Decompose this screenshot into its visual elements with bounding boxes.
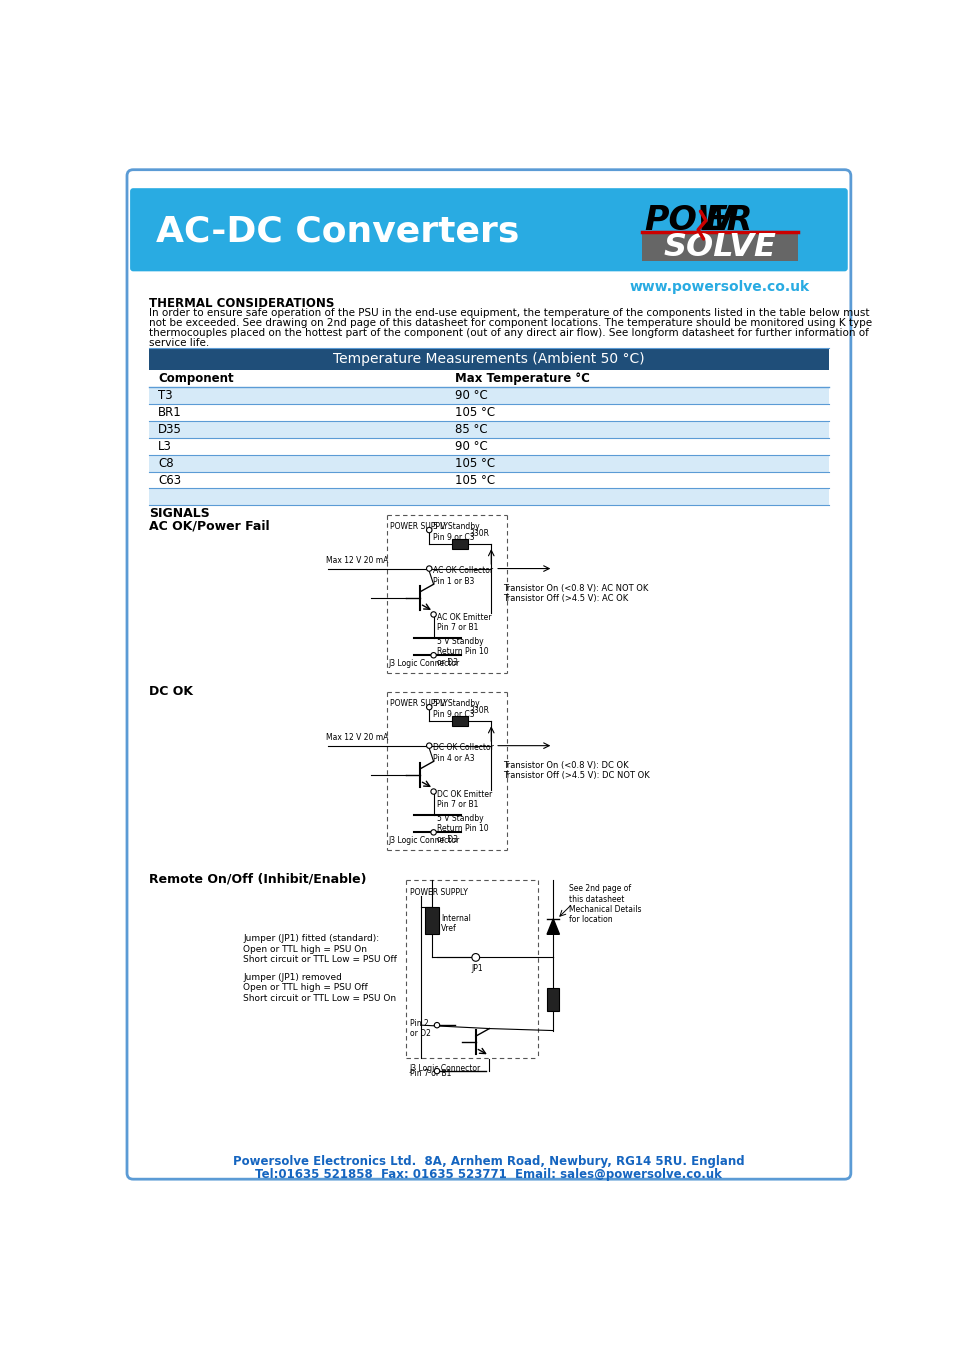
Text: 85 °C: 85 °C [455, 423, 487, 436]
Bar [149, 455, 828, 471]
Text: Jumper (JP1) fitted (standard):
Open or TTL high = PSU On
Short circuit or TTL L: Jumper (JP1) fitted (standard): Open or … [243, 934, 396, 964]
Text: POW: POW [644, 204, 734, 238]
Circle shape [434, 1068, 439, 1073]
Text: DC OK Collector
Pin 4 or A3: DC OK Collector Pin 4 or A3 [433, 744, 494, 763]
Circle shape [431, 612, 436, 617]
Text: 330R: 330R [469, 706, 489, 716]
Bar [149, 404, 828, 421]
Text: service life.: service life. [149, 338, 209, 347]
Circle shape [426, 528, 432, 533]
Text: POWER SUPPLY: POWER SUPPLY [390, 699, 447, 707]
Text: BR1: BR1 [158, 406, 182, 418]
Text: Pin 2
or D2: Pin 2 or D2 [410, 1019, 431, 1038]
Text: Remote On/Off (Inhibit/Enable): Remote On/Off (Inhibit/Enable) [149, 872, 366, 886]
Text: Pin 7 or B1: Pin 7 or B1 [410, 1069, 451, 1077]
Text: ER: ER [703, 204, 752, 238]
Text: thermocouples placed on the hottest part of the component (out of any direct air: thermocouples placed on the hottest part… [149, 328, 867, 338]
Text: D35: D35 [158, 423, 182, 436]
Text: C8: C8 [158, 456, 173, 470]
Text: Internal
Vref: Internal Vref [440, 914, 470, 933]
Bar [149, 348, 828, 370]
Text: 90 °C: 90 °C [455, 440, 487, 452]
Text: THERMAL CONSIDERATIONS: THERMAL CONSIDERATIONS [149, 297, 334, 309]
Circle shape [472, 953, 479, 961]
Circle shape [426, 566, 432, 571]
Bar [641, 235, 798, 261]
Text: In order to ensure safe operation of the PSU in the end-use equipment, the tempe: In order to ensure safe operation of the… [149, 308, 868, 317]
Text: 105 °C: 105 °C [455, 474, 495, 486]
Text: POWER SUPPLY: POWER SUPPLY [390, 521, 447, 531]
Text: DC OK Emitter
Pin 7 or B1: DC OK Emitter Pin 7 or B1 [437, 790, 492, 810]
Text: Jumper (JP1) removed
Open or TTL high = PSU Off
Short circuit or TTL Low = PSU O: Jumper (JP1) removed Open or TTL high = … [243, 973, 395, 1003]
Text: Max 12 V 20 mA: Max 12 V 20 mA [326, 556, 388, 564]
Text: AC-DC Converters: AC-DC Converters [156, 215, 519, 248]
Text: DC OK: DC OK [149, 684, 193, 698]
FancyBboxPatch shape [628, 193, 810, 266]
Bar [546, 988, 558, 1011]
Bar [149, 387, 828, 404]
Circle shape [426, 705, 432, 710]
Bar [452, 717, 468, 726]
Text: www.powersolve.co.uk: www.powersolve.co.uk [629, 279, 809, 294]
Text: not be exceeded. See drawing on 2nd page of this datasheet for component locatio: not be exceeded. See drawing on 2nd page… [149, 317, 871, 328]
Bar [149, 437, 828, 455]
Text: J3 Logic Connector: J3 Logic Connector [410, 1064, 480, 1073]
Circle shape [426, 743, 432, 748]
Text: 105 °C: 105 °C [455, 456, 495, 470]
Text: Temperature Measurements (Ambient 50 °C): Temperature Measurements (Ambient 50 °C) [333, 352, 644, 366]
Text: Max Temperature °C: Max Temperature °C [455, 371, 589, 385]
Text: Component: Component [158, 371, 233, 385]
Text: 5 V Standby
Pin 9 or C3: 5 V Standby Pin 9 or C3 [433, 522, 479, 541]
Text: See 2nd page of
this datasheet
Mechanical Details
for location: See 2nd page of this datasheet Mechanica… [568, 884, 640, 925]
Text: 330R: 330R [469, 529, 489, 537]
Text: AC OK Collector
Pin 1 or B3: AC OK Collector Pin 1 or B3 [433, 566, 493, 586]
Text: 5 V Standby
Return Pin 10
or D3: 5 V Standby Return Pin 10 or D3 [437, 814, 489, 844]
Text: 105 °C: 105 °C [455, 406, 495, 418]
Text: C63: C63 [158, 474, 181, 486]
Text: Max 12 V 20 mA: Max 12 V 20 mA [326, 733, 388, 741]
Text: L3: L3 [158, 440, 172, 452]
Text: T3: T3 [158, 389, 172, 402]
Text: Powersolve Electronics Ltd.  8A, Arnhem Road, Newbury, RG14 5RU. England: Powersolve Electronics Ltd. 8A, Arnhem R… [233, 1156, 744, 1168]
Text: Transistor On (<0.8 V): DC OK
Transistor Off (>4.5 V): DC NOT OK: Transistor On (<0.8 V): DC OK Transistor… [502, 761, 649, 780]
Text: Transistor On (<0.8 V): AC NOT OK
Transistor Off (>4.5 V): AC OK: Transistor On (<0.8 V): AC NOT OK Transi… [502, 585, 648, 603]
Text: JP1: JP1 [472, 964, 483, 972]
Circle shape [431, 652, 436, 657]
Text: POWER SUPPLY: POWER SUPPLY [410, 888, 467, 898]
FancyBboxPatch shape [127, 170, 850, 1179]
Bar [425, 907, 439, 934]
Text: SOLVE: SOLVE [662, 232, 776, 263]
Text: J3 Logic Connector: J3 Logic Connector [388, 836, 459, 845]
Text: 90 °C: 90 °C [455, 389, 487, 402]
Polygon shape [546, 919, 558, 934]
Text: 5 V Standby
Return Pin 10
or D3: 5 V Standby Return Pin 10 or D3 [437, 637, 489, 667]
Text: J3 Logic Connector: J3 Logic Connector [388, 659, 459, 668]
Bar [452, 539, 468, 548]
Text: Tel:01635 521858  Fax: 01635 523771  Email: sales@powersolve.co.uk: Tel:01635 521858 Fax: 01635 523771 Email… [255, 1168, 721, 1181]
Text: SIGNALS: SIGNALS [149, 508, 210, 520]
Bar [149, 421, 828, 437]
Bar [149, 471, 828, 489]
Text: AC OK/Power Fail: AC OK/Power Fail [149, 520, 269, 532]
Text: AC OK Emitter
Pin 7 or B1: AC OK Emitter Pin 7 or B1 [437, 613, 492, 632]
FancyBboxPatch shape [130, 188, 847, 271]
Circle shape [431, 830, 436, 836]
Circle shape [434, 1022, 439, 1027]
Circle shape [431, 788, 436, 794]
Bar [133, 230, 843, 269]
Text: 5 V Standby
Pin 9 or C3: 5 V Standby Pin 9 or C3 [433, 699, 479, 718]
Bar [149, 489, 828, 505]
